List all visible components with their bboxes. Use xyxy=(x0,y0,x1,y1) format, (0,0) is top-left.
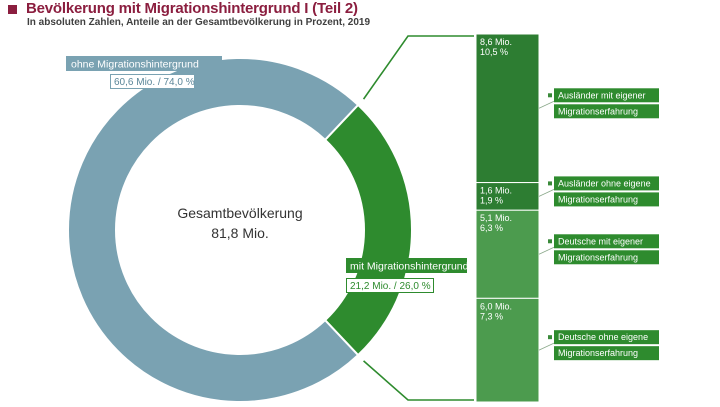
bar-segment-1-label-box-1 xyxy=(554,88,659,103)
bar-segment-4 xyxy=(475,297,540,403)
bar-segment-1-value: 8,6 Mio. xyxy=(480,37,512,47)
bar-segment-3-name-line2: Migrationserfahrung xyxy=(558,252,638,262)
bar-segment-3-marker xyxy=(548,239,552,244)
bar-segment-1-percent: 10,5 % xyxy=(480,47,508,57)
label-ohne-value-box xyxy=(110,74,195,89)
bar-segment-2-name-line1: Ausländer ohne eigene xyxy=(558,178,651,188)
bar-segment-1-connector xyxy=(538,100,555,109)
label-ohne-name: ohne Migrationshintergrund xyxy=(71,59,199,71)
bar-segment-1-label-box-2 xyxy=(554,104,659,119)
label-ohne-box xyxy=(66,56,222,71)
bar-segment-1-marker xyxy=(548,93,552,98)
donut-slice-ohne xyxy=(67,57,360,403)
donut-center-value: 81,8 Mio. xyxy=(211,225,269,241)
label-ohne-value: 60,6 Mio. / 74,0 % xyxy=(114,77,195,88)
donut-slice-mit xyxy=(323,103,413,357)
bar-segment-3-name-line1: Deutsche mit eigener xyxy=(558,236,643,246)
bar-segment-1-name-line2: Migrationserfahrung xyxy=(558,106,638,116)
bar-segment-3-value: 5,1 Mio. xyxy=(480,213,512,223)
bar-segment-1-name-line1: Ausländer mit eigener xyxy=(558,90,646,100)
bar-segment-4-percent: 7,3 % xyxy=(480,311,503,321)
bar-segment-4-connector xyxy=(538,342,555,351)
bar-segment-4-marker xyxy=(548,335,552,340)
bracket-top xyxy=(362,35,474,100)
bar-segment-2-label-box-1 xyxy=(554,176,659,191)
bar-segment-4-label-box-1 xyxy=(554,330,659,345)
bar-segment-2-value: 1,6 Mio. xyxy=(480,186,512,196)
bar-segment-3-percent: 6,3 % xyxy=(480,223,503,233)
bar-segment-4-name-line1: Deutsche ohne eigene xyxy=(558,332,648,342)
bar-segment-4-value: 6,0 Mio. xyxy=(480,301,512,311)
label-mit-box xyxy=(346,258,467,273)
bar-segment-3-connector xyxy=(538,246,555,255)
chart-subtitle: In absoluten Zahlen, Anteile an der Gesa… xyxy=(27,17,371,28)
bar-segment-2-label-box-2 xyxy=(554,192,659,207)
bar-segment-3 xyxy=(475,209,540,299)
donut-center-title: Gesamtbevölkerung xyxy=(177,205,302,221)
bar-segment-3-label-box-1 xyxy=(554,234,659,249)
bar-segment-4-label-box-2 xyxy=(554,346,659,361)
bar-segment-2-marker xyxy=(548,181,552,186)
bar-segment-3-label-box-2 xyxy=(554,250,659,265)
bracket-bottom xyxy=(363,360,474,401)
bar-segment-2-connector xyxy=(538,189,555,197)
bar-segment-4-name-line2: Migrationserfahrung xyxy=(558,348,638,358)
label-mit-value: 21,2 Mio. / 26,0 % xyxy=(350,281,431,292)
bar-segment-2-name-line2: Migrationserfahrung xyxy=(558,194,638,204)
chart-header: Bevölkerung mit Migrationshintergrund I … xyxy=(8,0,358,17)
bar-segment-2-percent: 1,9 % xyxy=(480,196,503,206)
chart-title: Bevölkerung mit Migrationshintergrund I … xyxy=(26,0,358,17)
label-mit-value-box xyxy=(346,278,434,293)
title-square-icon xyxy=(8,4,17,14)
label-mit-name: mit Migrationshintergrund xyxy=(350,261,469,273)
